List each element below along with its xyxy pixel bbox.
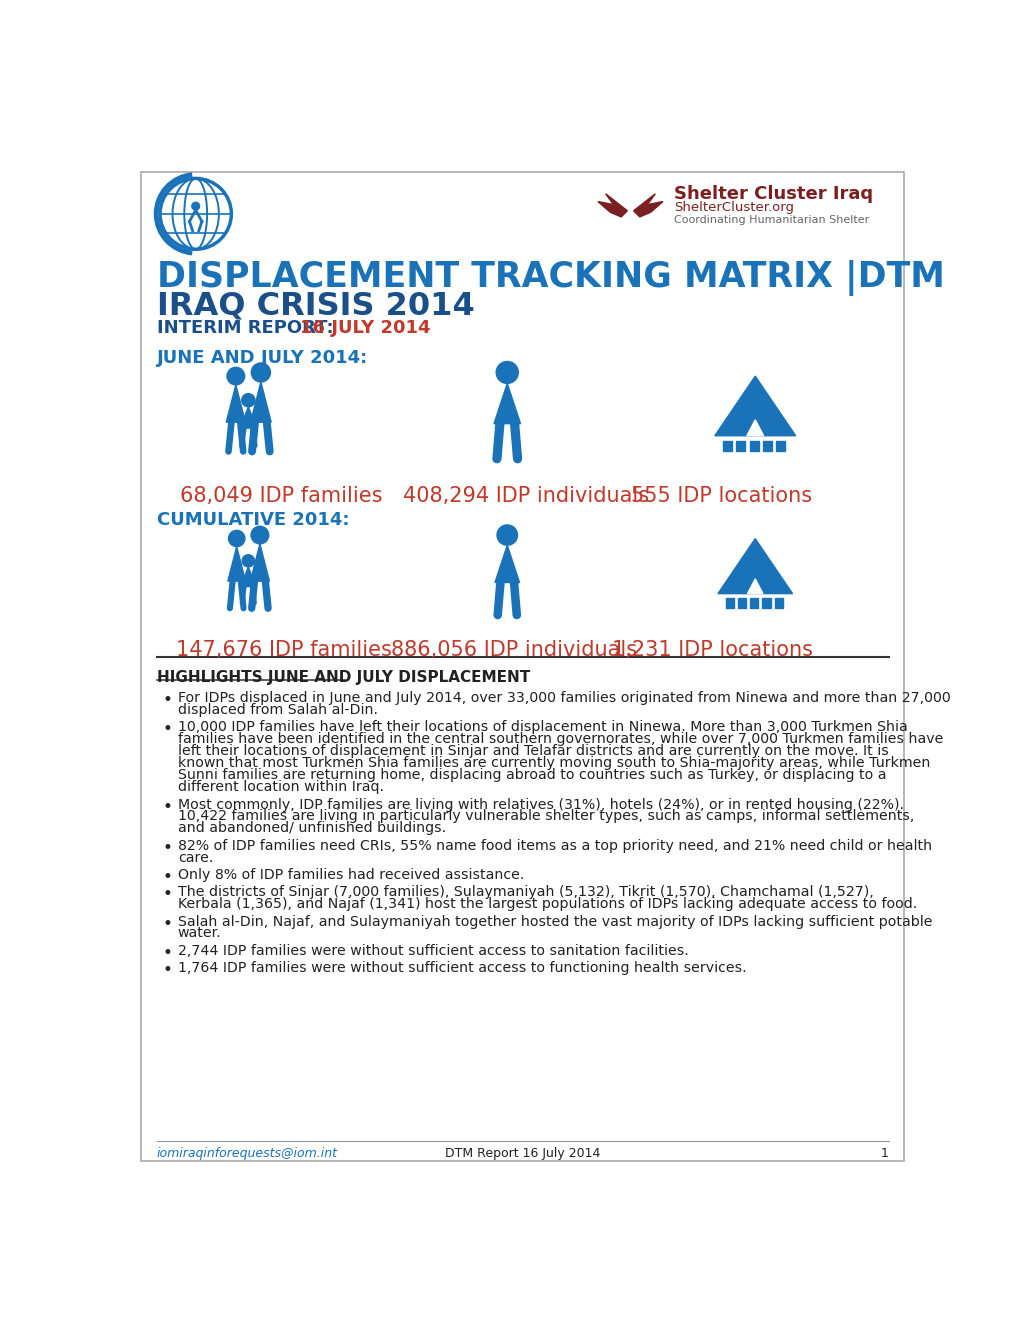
Text: families have been identified in the central southern governorates, while over 7: families have been identified in the cen… xyxy=(177,733,943,746)
Text: 555 IDP locations: 555 IDP locations xyxy=(631,486,811,506)
Text: HIGHLIGHTS JUNE AND JULY DISPLACEMENT: HIGHLIGHTS JUNE AND JULY DISPLACEMENT xyxy=(157,671,530,685)
Text: Salah al-Din, Najaf, and Sulaymaniyah together hosted the vast majority of IDPs : Salah al-Din, Najaf, and Sulaymaniyah to… xyxy=(177,915,931,928)
Text: Most commonly, IDP families are living with relatives (31%), hotels (24%), or in: Most commonly, IDP families are living w… xyxy=(177,797,903,812)
Text: •: • xyxy=(162,692,172,709)
Bar xyxy=(773,598,783,607)
Polygon shape xyxy=(240,566,256,586)
Text: •: • xyxy=(162,961,172,979)
Text: INTERIM REPORT:: INTERIM REPORT: xyxy=(157,318,339,337)
Text: iomiraqinforequests@iom.int: iomiraqinforequests@iom.int xyxy=(157,1147,337,1160)
Text: Shelter Cluster Iraq: Shelter Cluster Iraq xyxy=(674,185,872,203)
Text: JUNE AND JULY 2014:: JUNE AND JULY 2014: xyxy=(157,350,368,367)
Polygon shape xyxy=(227,546,246,581)
Polygon shape xyxy=(746,420,763,436)
Text: •: • xyxy=(162,838,172,857)
Text: 10,000 IDP families have left their locations of displacement in Ninewa. More th: 10,000 IDP families have left their loca… xyxy=(177,721,907,734)
Bar xyxy=(736,441,745,451)
Bar xyxy=(762,441,771,451)
Text: •: • xyxy=(162,721,172,738)
Polygon shape xyxy=(714,376,795,436)
Text: The districts of Sinjar (7,000 families), Sulaymaniyah (5,132), Tikrit (1,570), : The districts of Sinjar (7,000 families)… xyxy=(177,886,872,899)
Text: and abandoned/ unfinished buildings.: and abandoned/ unfinished buildings. xyxy=(177,821,445,836)
Circle shape xyxy=(251,527,268,544)
Text: Kerbala (1,365), and Najaf (1,341) host the largest populations of IDPs lacking : Kerbala (1,365), and Najaf (1,341) host … xyxy=(177,898,916,911)
Circle shape xyxy=(242,554,254,566)
Text: 1,764 IDP families were without sufficient access to functioning health services: 1,764 IDP families were without sufficie… xyxy=(177,961,746,975)
Circle shape xyxy=(242,393,255,407)
Bar xyxy=(725,598,734,607)
Text: 408,294 IDP individuals: 408,294 IDP individuals xyxy=(403,486,648,506)
Text: DISPLACEMENT TRACKING MATRIX |DTM: DISPLACEMENT TRACKING MATRIX |DTM xyxy=(157,260,944,296)
Text: care.: care. xyxy=(177,850,213,865)
Polygon shape xyxy=(493,383,520,424)
Circle shape xyxy=(251,363,270,381)
Bar xyxy=(749,441,758,451)
Text: 2,744 IDP families were without sufficient access to sanitation facilities.: 2,744 IDP families were without sufficie… xyxy=(177,944,688,958)
Polygon shape xyxy=(226,385,246,422)
Text: Sunni families are returning home, displacing abroad to countries such as Turkey: Sunni families are returning home, displ… xyxy=(177,768,886,783)
Text: DTM Report 16 July 2014: DTM Report 16 July 2014 xyxy=(444,1147,600,1160)
Bar xyxy=(722,441,732,451)
Bar xyxy=(775,441,785,451)
Text: 1,231 IDP locations: 1,231 IDP locations xyxy=(611,640,812,660)
Circle shape xyxy=(496,525,517,545)
Text: •: • xyxy=(162,915,172,932)
Text: •: • xyxy=(162,944,172,962)
Text: Coordinating Humanitarian Shelter: Coordinating Humanitarian Shelter xyxy=(674,215,868,224)
Polygon shape xyxy=(717,539,792,594)
Text: •: • xyxy=(162,797,172,816)
Text: IRAQ CRISIS 2014: IRAQ CRISIS 2014 xyxy=(157,290,474,322)
Text: 147,676 IDP families: 147,676 IDP families xyxy=(175,640,391,660)
Circle shape xyxy=(227,367,245,385)
Polygon shape xyxy=(597,194,627,216)
Text: Only 8% of IDP families had received assistance.: Only 8% of IDP families had received ass… xyxy=(177,869,524,882)
Text: 10,422 families are living in particularly vulnerable shelter types, such as cam: 10,422 families are living in particular… xyxy=(177,809,913,824)
Polygon shape xyxy=(240,407,256,428)
Circle shape xyxy=(228,531,245,546)
Text: 68,049 IDP families: 68,049 IDP families xyxy=(180,486,382,506)
Text: ShelterCluster.org: ShelterCluster.org xyxy=(674,201,793,214)
Text: •: • xyxy=(162,886,172,903)
Text: 886,056 IDP individuals: 886,056 IDP individuals xyxy=(390,640,637,660)
Text: CUMULATIVE 2014:: CUMULATIVE 2014: xyxy=(157,511,350,529)
Text: different location within Iraq.: different location within Iraq. xyxy=(177,780,383,795)
Polygon shape xyxy=(494,545,519,582)
Circle shape xyxy=(495,362,518,383)
Bar xyxy=(737,598,746,607)
Text: left their locations of displacement in Sinjar and Telafar districts and are cur: left their locations of displacement in … xyxy=(177,744,888,759)
Polygon shape xyxy=(747,579,762,594)
Text: known that most Turkmen Shia families are currently moving south to Shia-majorit: known that most Turkmen Shia families ar… xyxy=(177,756,929,771)
Circle shape xyxy=(192,202,200,210)
Text: 16 JULY 2014: 16 JULY 2014 xyxy=(300,318,430,337)
Text: 82% of IDP families need CRIs, 55% name food items as a top priority need, and 2: 82% of IDP families need CRIs, 55% name … xyxy=(177,838,931,853)
Text: For IDPs displaced in June and July 2014, over 33,000 families originated from N: For IDPs displaced in June and July 2014… xyxy=(177,692,950,705)
Text: displaced from Salah al-Din.: displaced from Salah al-Din. xyxy=(177,704,377,717)
Bar xyxy=(749,598,758,607)
Polygon shape xyxy=(250,544,269,581)
Polygon shape xyxy=(251,381,271,422)
Text: water.: water. xyxy=(177,927,221,940)
Polygon shape xyxy=(633,194,662,216)
Text: 1: 1 xyxy=(879,1147,888,1160)
Text: •: • xyxy=(162,869,172,886)
Bar xyxy=(761,598,770,607)
